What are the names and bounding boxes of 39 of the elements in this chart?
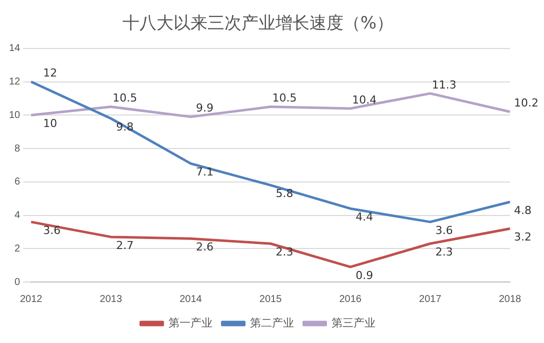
y-tick-label: 12 — [9, 76, 21, 88]
data-label: 2.7 — [116, 238, 134, 252]
data-label: 3.6 — [43, 224, 61, 237]
x-tick-label: 2016 — [339, 294, 362, 305]
legend-label: 第二产业 — [250, 316, 294, 330]
data-label: 10.4 — [352, 93, 377, 106]
data-label: 4.4 — [356, 210, 374, 224]
data-label: 10.5 — [272, 92, 297, 105]
data-label: 9.9 — [196, 102, 214, 115]
x-tick-label: 2012 — [20, 294, 43, 305]
data-label: 3.2 — [514, 230, 532, 244]
data-label: 10 — [43, 117, 58, 130]
y-tick-label: 0 — [14, 276, 21, 288]
data-label: 7.1 — [196, 165, 214, 178]
legend-label: 第一产业 — [168, 316, 212, 330]
data-label: 5.8 — [276, 187, 294, 200]
y-tick-label: 4 — [14, 210, 21, 222]
x-tick-label: 2014 — [180, 294, 202, 305]
chart-title: 十八大以来三次产业增长速度（%） — [122, 14, 394, 34]
legend-label: 第三产业 — [331, 316, 376, 330]
data-label: 11.3 — [432, 78, 456, 92]
data-label: 2.6 — [196, 240, 214, 254]
data-label: 2.3 — [276, 245, 294, 258]
data-label: 4.8 — [514, 204, 532, 217]
data-label: 10.2 — [514, 96, 538, 110]
data-label: 12 — [43, 66, 58, 80]
data-label: 2.3 — [435, 245, 453, 258]
x-tick-label: 2018 — [498, 294, 522, 305]
x-tick-label: 2013 — [100, 294, 122, 305]
y-tick-label: 10 — [9, 110, 21, 121]
y-tick-label: 14 — [9, 43, 21, 54]
data-label: 3.6 — [435, 224, 453, 237]
y-tick-label: 2 — [14, 243, 21, 254]
data-label: 0.9 — [356, 268, 374, 282]
data-label: 10.5 — [112, 92, 138, 105]
y-tick-label: 8 — [14, 143, 21, 154]
x-tick-label: 2015 — [259, 294, 282, 305]
x-tick-label: 2017 — [419, 294, 442, 305]
y-tick-label: 6 — [14, 176, 21, 188]
